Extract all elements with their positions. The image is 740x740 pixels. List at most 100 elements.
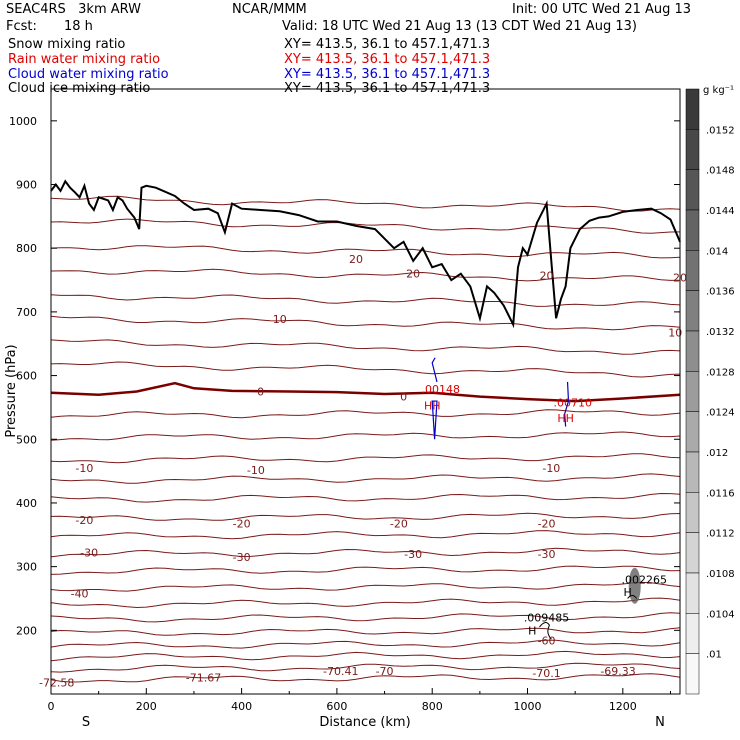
isotherm-line (50, 431, 681, 441)
colorbar-tick-label: .0124 (706, 408, 735, 419)
isotherm-line (50, 627, 681, 636)
cloud-ice-shading (628, 567, 641, 604)
field-rain-name: Rain water mixing ratio (8, 52, 161, 67)
isotherm-label: -72.58 (39, 677, 74, 690)
colorbar-swatch (685, 290, 700, 332)
colorbar-swatch (685, 451, 700, 493)
maximum-label: H (623, 586, 631, 599)
x-tick-label: 200 (136, 700, 157, 713)
isotherm-line (50, 639, 681, 649)
isotherm-label: -10 (247, 464, 265, 477)
colorbar-tick-label: .0136 (706, 287, 735, 298)
colorbar-swatch (685, 492, 700, 533)
isotherm-label: -30 (80, 547, 98, 560)
isotherm-line (50, 245, 681, 259)
maximum-label: HH (557, 412, 574, 425)
valid-time: Valid: 18 UTC Wed 21 Aug 13 (13 CDT Wed … (282, 19, 637, 34)
isotherm-line (50, 315, 681, 331)
isotherm-label: -20 (390, 517, 408, 530)
isotherm-line (50, 492, 681, 503)
freezing-level-line (50, 381, 681, 403)
isotherm-line (50, 294, 681, 307)
colorbar-swatch (685, 330, 700, 372)
colorbar-tick-label: .0108 (706, 569, 735, 580)
isotherm-line (50, 473, 681, 484)
isotherm-label: -20 (538, 517, 556, 530)
colorbar-swatch (685, 371, 700, 412)
cloud-water-contour (564, 381, 570, 427)
isotherm-line (50, 361, 681, 378)
isotherm-label: -69.33 (600, 665, 635, 678)
isotherm-label: -60 (538, 635, 556, 648)
maximum-label: .009485 (524, 612, 570, 625)
isotherm-line (50, 565, 681, 575)
isotherm-label: -10 (542, 462, 560, 475)
maximum-label: HH (424, 400, 441, 413)
isotherm-label: -40 (71, 587, 89, 600)
terrain-line (50, 179, 681, 329)
y-tick-label: 500 (16, 433, 37, 446)
maximum-label: H (528, 624, 536, 637)
colorbar-tick-label: .0144 (706, 206, 735, 217)
y-tick-label: 700 (16, 306, 37, 319)
x-tick-label: 1200 (609, 700, 637, 713)
maximum-label: .002265 (622, 573, 668, 586)
isotherm-label: -71.67 (186, 671, 221, 684)
x-end-label-south: S (82, 715, 90, 730)
y-tick-label: 600 (16, 370, 37, 383)
isotherm-label: -20 (233, 517, 251, 530)
isotherm-label: -20 (75, 514, 93, 527)
y-tick-label: 800 (16, 242, 37, 255)
y-axis-title: Pressure (hPa) (4, 344, 19, 437)
cloud-water-contour (431, 357, 438, 440)
forecast-label: Fcst: (6, 19, 37, 34)
field-rain-xy: XY= 413.5, 36.1 to 457.1,471.3 (284, 52, 491, 67)
colorbar-swatch (685, 411, 700, 453)
isotherm-line (50, 662, 681, 673)
colorbar-swatch (685, 129, 700, 170)
colorbar-swatch (685, 653, 700, 695)
isotherm-line (50, 530, 681, 540)
colorbar-swatch (685, 572, 700, 614)
x-tick-label: 800 (422, 700, 443, 713)
colorbar-tick-label: .0148 (706, 166, 735, 177)
colorbar-tick-label: .0152 (706, 125, 735, 136)
isotherm-line (50, 268, 681, 282)
isotherm-line (50, 339, 681, 355)
x-tick-label: 600 (326, 700, 347, 713)
x-tick-label: 1000 (514, 700, 542, 713)
y-tick-label: 400 (16, 497, 37, 510)
isotherm-label: 0 (257, 386, 264, 399)
colorbar-tick-label: .014 (706, 246, 728, 257)
y-tick-label: 300 (16, 561, 37, 574)
colorbar-tick-label: .0132 (706, 327, 735, 338)
isotherm-line (50, 581, 681, 592)
model-title: SEAC4RS 3km ARW (6, 2, 142, 17)
isotherm-line (50, 218, 681, 234)
x-tick-label: 400 (231, 700, 252, 713)
colorbar-tick-label: .0104 (706, 609, 735, 620)
isotherm-label: -70 (376, 665, 394, 678)
colorbar-tick-label: .0128 (706, 367, 735, 378)
organization-label: NCAR/MMM (232, 2, 307, 17)
isotherm-line (50, 650, 681, 662)
isotherm-line (50, 612, 681, 623)
plot-frame (50, 88, 681, 695)
isotherm-line (50, 409, 681, 419)
isotherm-label: -70.1 (532, 667, 560, 680)
colorbar-swatch (685, 209, 700, 251)
x-tick-label: 0 (48, 700, 55, 713)
isotherm-label: -30 (404, 548, 422, 561)
field-cloudwater-name: Cloud water mixing ratio (8, 67, 169, 82)
isotherm-label: 10 (273, 313, 287, 326)
isotherm-label: -10 (75, 462, 93, 475)
isotherm-line (50, 547, 681, 558)
colorbar-unit: g kg⁻¹ (703, 85, 734, 96)
isotherm-label: -70.41 (323, 665, 358, 678)
forecast-hour: 18 h (64, 19, 93, 34)
maximum-label: .00148 (422, 383, 461, 396)
colorbar-tick-label: .0116 (706, 488, 735, 499)
isotherm-label: 20 (349, 253, 363, 266)
isotherm-line (50, 512, 681, 521)
